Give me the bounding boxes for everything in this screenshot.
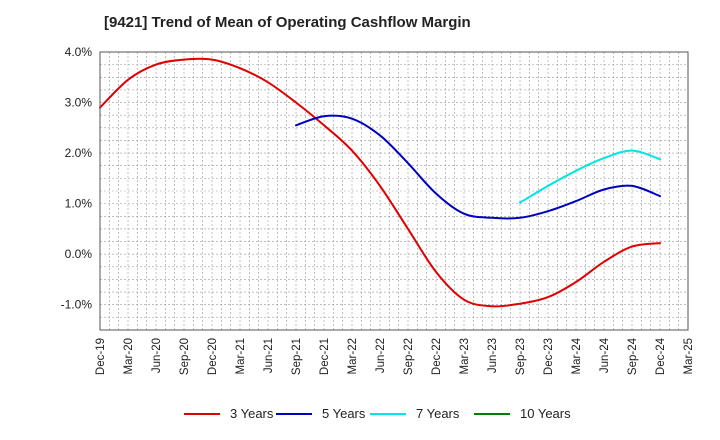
x-tick-label: Sep-21 <box>291 338 303 375</box>
y-tick-label: -1.0% <box>61 298 93 312</box>
x-axis-ticks: Dec-19 Mar-20 Jun-20 Sep-20 Dec-20 Mar-21 Jun-… <box>95 337 695 375</box>
x-tick-label: Jun-21 <box>263 338 275 373</box>
x-tick-label: Dec-19 <box>95 338 107 375</box>
x-tick-label: Mar-20 <box>123 338 135 374</box>
x-tick-label: Jun-20 <box>151 338 163 373</box>
x-tick-label: Mar-21 <box>235 338 247 374</box>
legend-swatch <box>184 412 220 415</box>
chart-title: [9421] Trend of Mean of Operating Cashfl… <box>104 14 471 31</box>
x-tick-label: Sep-20 <box>179 338 191 375</box>
x-tick-label: Jun-23 <box>487 338 499 373</box>
y-tick-label: 1.0% <box>65 197 93 211</box>
legend-swatch <box>276 412 312 415</box>
x-tick-label: Sep-23 <box>515 338 527 375</box>
legend-label: 10 Years <box>520 406 571 421</box>
legend-item: 5 Years <box>276 406 365 421</box>
series-line-5-years <box>295 114 661 220</box>
y-tick-label: 4.0% <box>65 45 93 59</box>
plot-area-frame <box>99 51 689 331</box>
legend-item: 10 Years <box>474 406 571 421</box>
x-tick-label: Mar-23 <box>459 338 471 374</box>
x-tick-label: Mar-22 <box>347 338 359 374</box>
series-line-7-years <box>519 149 661 204</box>
x-tick-label: Jun-24 <box>599 337 611 373</box>
y-tick-label: 3.0% <box>65 96 93 110</box>
y-tick-label: 2.0% <box>65 146 93 160</box>
legend-swatch <box>474 412 510 415</box>
x-tick-label: Mar-24 <box>571 337 583 374</box>
x-tick-label: Dec-21 <box>319 338 331 375</box>
y-tick-label: 0.0% <box>65 247 93 261</box>
legend-item: 3 Years <box>184 406 273 421</box>
chart-legend: 3 Years 5 Years 7 Years 10 Years <box>0 406 720 426</box>
series-lines <box>99 57 661 308</box>
series-line-3-years <box>99 57 661 308</box>
legend-label: 7 Years <box>416 406 460 421</box>
y-axis-ticks: 4.0% 3.0% 2.0% 1.0% 0.0% -1.0% <box>61 45 93 312</box>
x-tick-label: Dec-24 <box>655 337 667 375</box>
grid-lines <box>99 52 688 331</box>
x-tick-label: Jun-22 <box>375 338 387 373</box>
legend-label: 5 Years <box>322 406 366 421</box>
x-tick-label: Sep-22 <box>403 338 415 375</box>
legend-item: 7 Years <box>370 406 459 421</box>
x-tick-label: Dec-20 <box>207 338 219 375</box>
x-tick-label: Mar-25 <box>683 338 695 374</box>
legend-swatch <box>370 412 406 415</box>
x-tick-label: Dec-23 <box>543 338 555 375</box>
x-tick-label: Dec-22 <box>431 338 443 375</box>
legend-label: 3 Years <box>230 406 274 421</box>
x-tick-label: Sep-24 <box>627 337 639 375</box>
